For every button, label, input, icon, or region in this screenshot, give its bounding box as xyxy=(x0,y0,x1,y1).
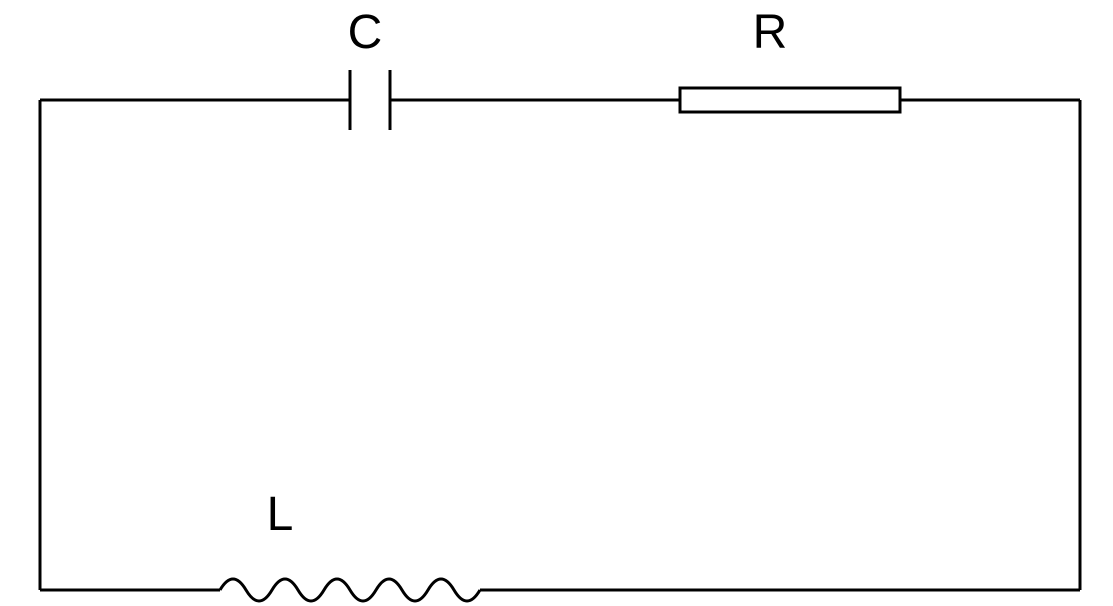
resistor-label: R xyxy=(753,6,788,59)
inductor-label: L xyxy=(267,488,294,541)
capacitor-label: C xyxy=(348,6,383,59)
inductor xyxy=(220,579,480,601)
resistor xyxy=(680,88,900,112)
capacitor xyxy=(350,70,390,130)
circuit-wires xyxy=(40,100,1080,590)
